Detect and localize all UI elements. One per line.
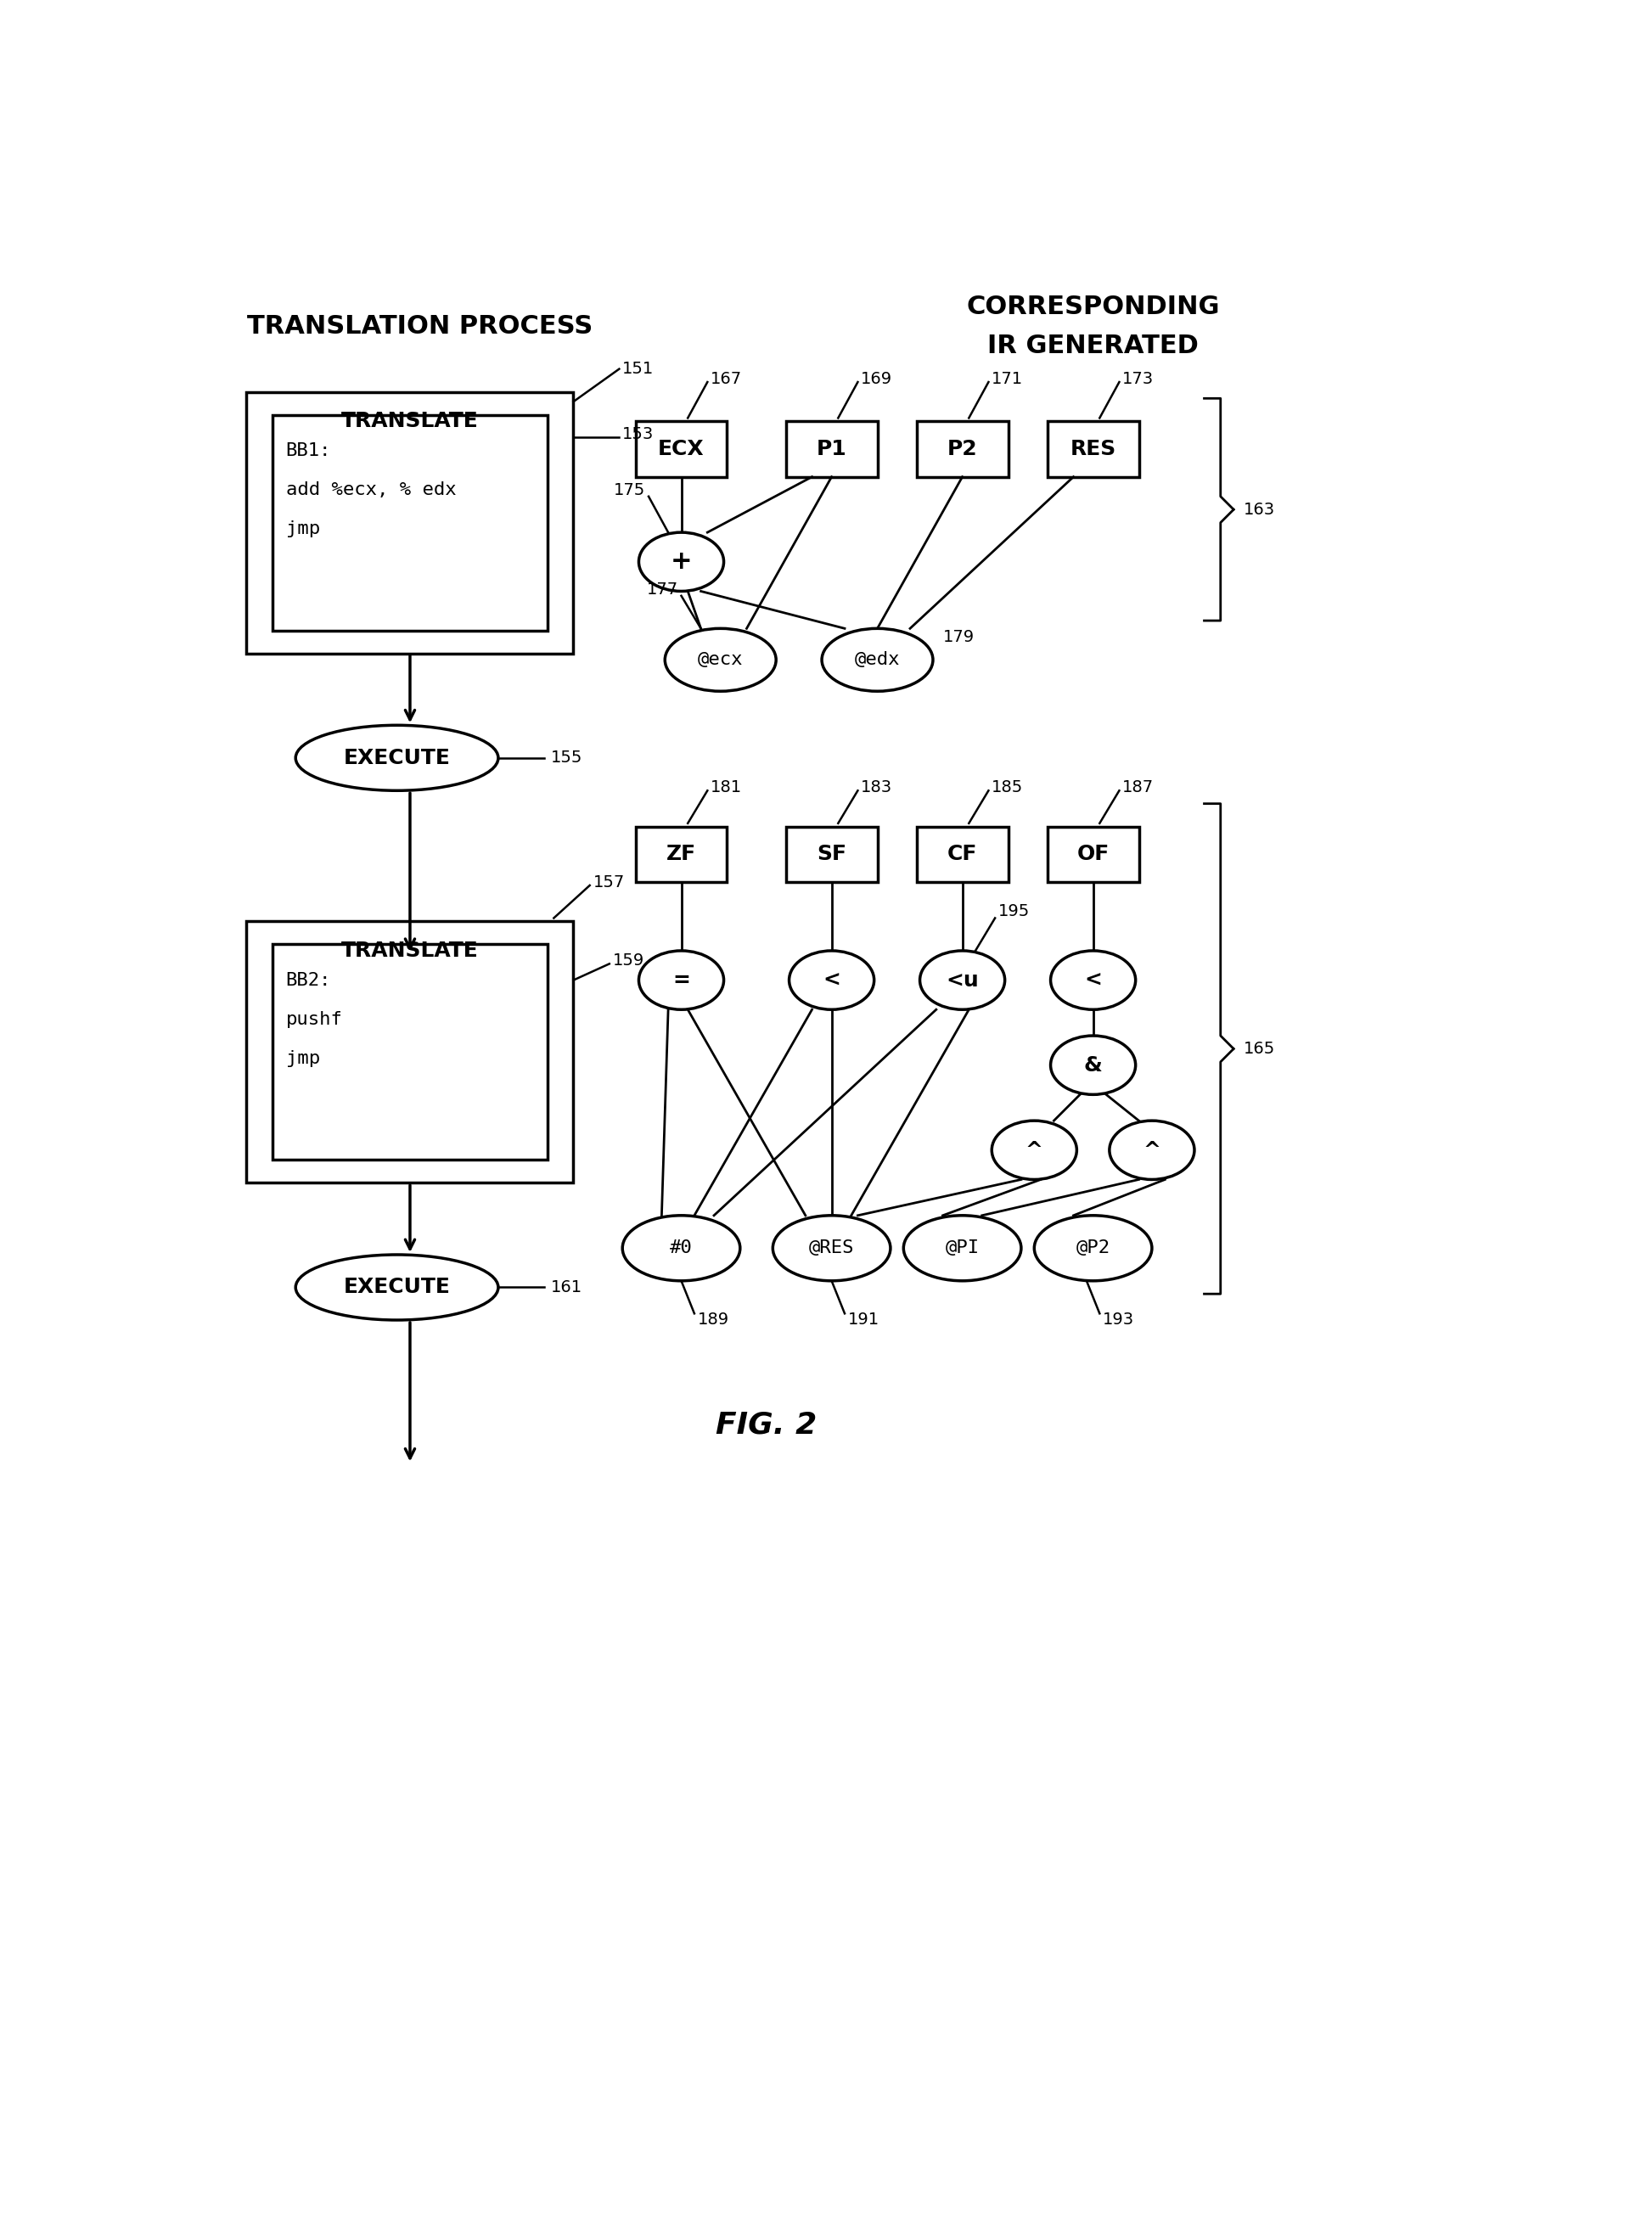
Ellipse shape bbox=[296, 725, 499, 790]
Text: TRANSLATION PROCESS: TRANSLATION PROCESS bbox=[246, 314, 593, 338]
Text: 151: 151 bbox=[623, 360, 654, 376]
Text: 191: 191 bbox=[847, 1313, 879, 1328]
Ellipse shape bbox=[904, 1215, 1021, 1282]
Text: 183: 183 bbox=[861, 779, 892, 794]
Text: 189: 189 bbox=[697, 1313, 729, 1328]
Bar bbox=[917, 825, 1008, 881]
Text: BB1:: BB1: bbox=[286, 443, 330, 458]
Bar bbox=[273, 414, 547, 630]
Bar bbox=[636, 825, 727, 881]
Ellipse shape bbox=[920, 950, 1004, 1010]
Text: 173: 173 bbox=[1122, 372, 1155, 387]
Text: ^: ^ bbox=[1143, 1139, 1161, 1159]
Text: <: < bbox=[1084, 970, 1102, 990]
Text: TRANSLATE: TRANSLATE bbox=[342, 412, 479, 432]
Text: @RES: @RES bbox=[809, 1239, 854, 1257]
Ellipse shape bbox=[1051, 1035, 1135, 1095]
Bar bbox=[1047, 825, 1138, 881]
Text: 155: 155 bbox=[550, 750, 582, 765]
Text: 175: 175 bbox=[613, 483, 646, 498]
Text: jmp: jmp bbox=[286, 521, 320, 538]
Text: =: = bbox=[672, 970, 691, 990]
Text: P1: P1 bbox=[816, 438, 847, 458]
Text: <: < bbox=[823, 970, 841, 990]
Text: 171: 171 bbox=[991, 372, 1023, 387]
Text: @edx: @edx bbox=[854, 652, 900, 668]
Text: 177: 177 bbox=[646, 581, 677, 596]
Text: 163: 163 bbox=[1244, 501, 1275, 518]
Text: RES: RES bbox=[1070, 438, 1117, 458]
Bar bbox=[1047, 421, 1138, 476]
Bar bbox=[636, 421, 727, 476]
Text: 181: 181 bbox=[710, 779, 742, 794]
Text: IR GENERATED: IR GENERATED bbox=[988, 334, 1199, 358]
Bar bbox=[917, 421, 1008, 476]
Text: P2: P2 bbox=[947, 438, 978, 458]
Text: SF: SF bbox=[816, 843, 846, 866]
Text: @P2: @P2 bbox=[1075, 1239, 1110, 1257]
Ellipse shape bbox=[773, 1215, 890, 1282]
Text: 179: 179 bbox=[943, 630, 975, 645]
Ellipse shape bbox=[991, 1121, 1077, 1179]
Text: 195: 195 bbox=[998, 903, 1029, 919]
Text: ZF: ZF bbox=[666, 843, 695, 866]
Bar bbox=[246, 921, 573, 1184]
Text: CF: CF bbox=[947, 843, 978, 866]
Text: FIG. 2: FIG. 2 bbox=[715, 1411, 816, 1440]
Bar bbox=[273, 943, 547, 1159]
Text: @PI: @PI bbox=[945, 1239, 980, 1257]
Ellipse shape bbox=[623, 1215, 740, 1282]
Bar bbox=[786, 825, 877, 881]
Ellipse shape bbox=[1034, 1215, 1151, 1282]
Text: CORRESPONDING: CORRESPONDING bbox=[966, 294, 1219, 318]
Text: ECX: ECX bbox=[657, 438, 704, 458]
Text: 185: 185 bbox=[991, 779, 1023, 794]
Text: EXECUTE: EXECUTE bbox=[344, 1277, 451, 1297]
Text: 159: 159 bbox=[613, 952, 644, 968]
Bar bbox=[246, 392, 573, 654]
Bar bbox=[786, 421, 877, 476]
Text: 167: 167 bbox=[710, 372, 742, 387]
Text: #0: #0 bbox=[671, 1239, 692, 1257]
Text: &: & bbox=[1084, 1055, 1102, 1075]
Ellipse shape bbox=[790, 950, 874, 1010]
Ellipse shape bbox=[296, 1255, 499, 1319]
Text: 165: 165 bbox=[1244, 1041, 1275, 1057]
Ellipse shape bbox=[1051, 950, 1135, 1010]
Ellipse shape bbox=[664, 627, 776, 692]
Text: 161: 161 bbox=[550, 1279, 582, 1295]
Text: BB2:: BB2: bbox=[286, 972, 330, 988]
Text: jmp: jmp bbox=[286, 1050, 320, 1068]
Text: pushf: pushf bbox=[286, 1010, 342, 1028]
Text: TRANSLATE: TRANSLATE bbox=[342, 941, 479, 961]
Text: EXECUTE: EXECUTE bbox=[344, 748, 451, 768]
Ellipse shape bbox=[639, 950, 724, 1010]
Ellipse shape bbox=[639, 532, 724, 592]
Text: @ecx: @ecx bbox=[697, 652, 743, 668]
Text: +: + bbox=[671, 550, 692, 574]
Text: <u: <u bbox=[947, 970, 978, 990]
Text: OF: OF bbox=[1077, 843, 1110, 866]
Ellipse shape bbox=[1110, 1121, 1194, 1179]
Text: 157: 157 bbox=[593, 874, 624, 890]
Text: 169: 169 bbox=[861, 372, 892, 387]
Text: add %ecx, % edx: add %ecx, % edx bbox=[286, 481, 456, 498]
Ellipse shape bbox=[821, 627, 933, 692]
Text: 193: 193 bbox=[1104, 1313, 1135, 1328]
Text: 187: 187 bbox=[1122, 779, 1155, 794]
Text: 153: 153 bbox=[623, 427, 654, 443]
Text: ^: ^ bbox=[1026, 1139, 1042, 1159]
